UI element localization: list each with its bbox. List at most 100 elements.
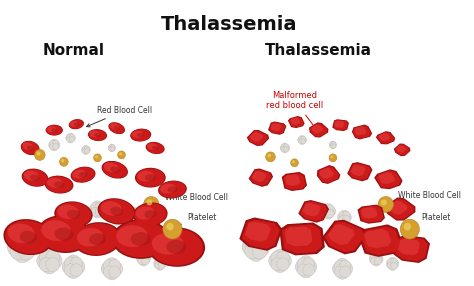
Circle shape [320, 206, 330, 216]
Polygon shape [377, 132, 394, 144]
Circle shape [115, 211, 123, 219]
Circle shape [130, 207, 138, 216]
Circle shape [303, 260, 317, 274]
Ellipse shape [145, 174, 156, 181]
Polygon shape [282, 225, 322, 253]
Ellipse shape [104, 162, 118, 172]
Ellipse shape [75, 223, 119, 255]
Circle shape [163, 219, 182, 239]
Circle shape [271, 258, 283, 271]
Ellipse shape [136, 168, 164, 187]
Ellipse shape [160, 184, 176, 194]
Circle shape [322, 205, 334, 217]
Circle shape [281, 147, 286, 152]
Circle shape [297, 264, 309, 276]
Ellipse shape [51, 128, 57, 132]
Circle shape [109, 266, 120, 278]
Ellipse shape [147, 227, 205, 267]
Polygon shape [376, 131, 395, 144]
Circle shape [82, 149, 87, 154]
Circle shape [299, 136, 306, 144]
Circle shape [330, 142, 334, 146]
Circle shape [82, 146, 89, 153]
Circle shape [111, 147, 115, 151]
Circle shape [128, 212, 136, 220]
Circle shape [127, 210, 136, 219]
Circle shape [301, 139, 306, 144]
Ellipse shape [114, 126, 119, 130]
Ellipse shape [22, 168, 48, 187]
Circle shape [252, 235, 267, 251]
Circle shape [18, 243, 35, 260]
Circle shape [11, 235, 34, 259]
Circle shape [332, 142, 337, 147]
Circle shape [103, 266, 115, 278]
Polygon shape [347, 162, 373, 181]
Ellipse shape [152, 146, 158, 150]
Text: Platelet: Platelet [413, 213, 451, 226]
Circle shape [253, 238, 270, 256]
Circle shape [106, 258, 118, 271]
Circle shape [283, 144, 289, 149]
Polygon shape [396, 237, 428, 261]
Circle shape [252, 243, 267, 259]
Circle shape [106, 267, 118, 280]
Polygon shape [285, 174, 300, 186]
Circle shape [371, 253, 382, 264]
Polygon shape [328, 224, 355, 245]
Circle shape [139, 252, 148, 260]
Polygon shape [250, 170, 272, 186]
Circle shape [269, 253, 283, 268]
Circle shape [65, 258, 82, 276]
Ellipse shape [89, 233, 106, 245]
Polygon shape [361, 207, 377, 219]
Ellipse shape [46, 176, 73, 193]
Ellipse shape [45, 176, 73, 194]
Circle shape [374, 255, 383, 263]
Ellipse shape [71, 167, 95, 183]
Ellipse shape [23, 169, 47, 186]
Circle shape [245, 243, 260, 259]
Text: Red Blood Cell: Red Blood Cell [87, 106, 153, 127]
Circle shape [372, 252, 380, 260]
Circle shape [242, 238, 259, 256]
Polygon shape [332, 119, 349, 131]
Circle shape [132, 212, 140, 220]
Circle shape [303, 264, 315, 276]
Circle shape [322, 205, 330, 213]
Ellipse shape [147, 143, 158, 150]
Circle shape [272, 252, 289, 270]
Text: White Blood Cell: White Blood Cell [390, 191, 461, 207]
Ellipse shape [73, 122, 79, 126]
Ellipse shape [130, 129, 151, 142]
Circle shape [10, 243, 27, 260]
Ellipse shape [46, 125, 63, 136]
Circle shape [299, 136, 303, 141]
Circle shape [14, 231, 32, 250]
Polygon shape [389, 200, 407, 214]
Ellipse shape [41, 220, 71, 241]
Circle shape [91, 203, 104, 216]
Ellipse shape [73, 222, 121, 256]
Circle shape [295, 260, 309, 274]
Circle shape [85, 146, 90, 151]
Ellipse shape [146, 142, 164, 154]
Circle shape [335, 261, 350, 277]
Circle shape [280, 145, 286, 151]
Circle shape [42, 259, 57, 274]
Circle shape [340, 216, 348, 225]
Ellipse shape [27, 146, 34, 150]
Polygon shape [279, 223, 325, 255]
Ellipse shape [137, 171, 154, 182]
Ellipse shape [47, 126, 56, 132]
Circle shape [340, 210, 348, 219]
Ellipse shape [89, 130, 106, 141]
Circle shape [271, 251, 283, 264]
Ellipse shape [21, 141, 39, 155]
Circle shape [300, 136, 305, 141]
Circle shape [70, 264, 82, 277]
Circle shape [142, 253, 149, 261]
Polygon shape [318, 166, 339, 183]
Circle shape [339, 215, 346, 223]
Circle shape [158, 260, 166, 268]
